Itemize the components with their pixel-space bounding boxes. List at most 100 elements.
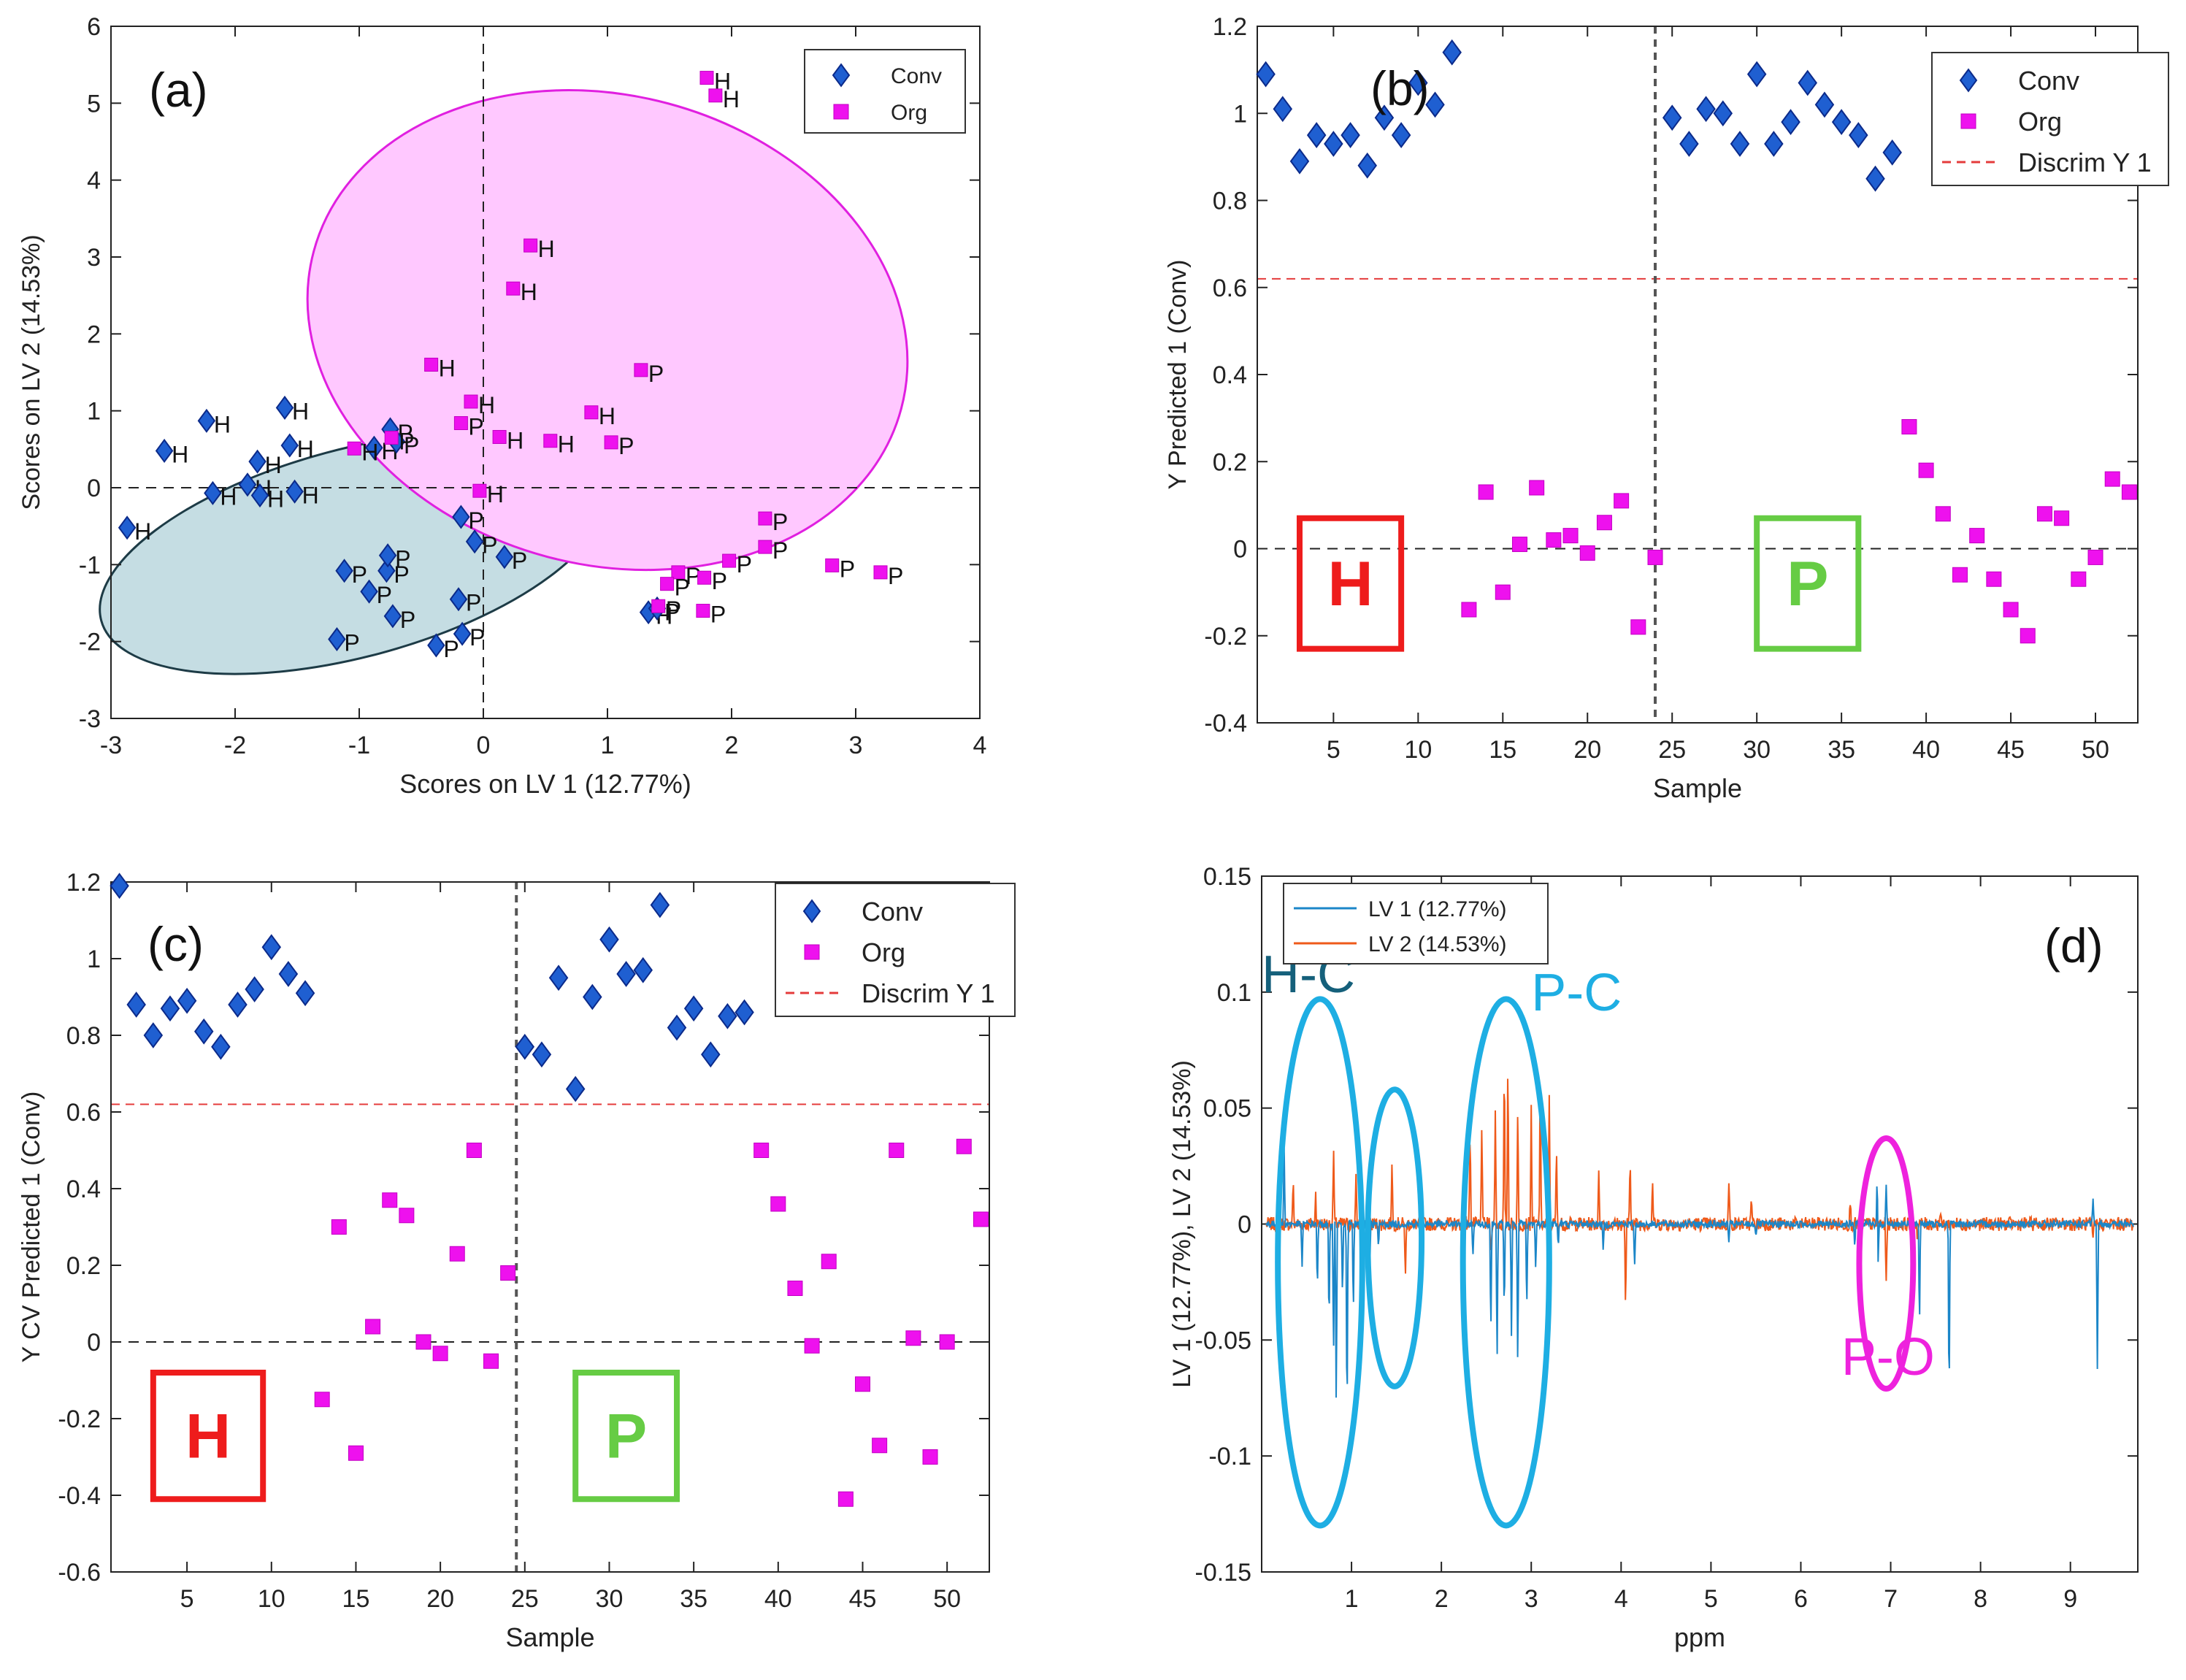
region-label: P-C	[1531, 964, 1622, 1022]
x-tick-label: 0	[477, 732, 491, 759]
plot-area	[110, 881, 990, 1573]
x-tick-label: 20	[1573, 736, 1601, 764]
conv-point	[1442, 39, 1462, 66]
group-box-h	[150, 1370, 266, 1503]
legend-label: LV 1 (12.77%)	[1368, 897, 1507, 921]
y-tick-label: -0.4	[1204, 710, 1247, 737]
x-tick-label: 25	[1658, 736, 1686, 764]
org-point	[699, 71, 714, 85]
conv-point	[1425, 91, 1445, 118]
point-label: P	[512, 548, 527, 574]
x-tick-label: 1	[601, 732, 615, 759]
y-tick-label: 0.1	[1217, 979, 1251, 1007]
y-tick-label: 0.6	[66, 1099, 101, 1127]
x-tick-label: 50	[2082, 736, 2109, 764]
x-axis-label: Scores on LV 1 (12.77%)	[399, 769, 691, 799]
org-point	[753, 1143, 770, 1158]
conv-point	[204, 480, 222, 505]
org-point	[1630, 619, 1646, 635]
legend-label: LV 2 (14.53%)	[1368, 932, 1507, 956]
conv-point	[427, 633, 445, 658]
conv-point	[197, 408, 216, 433]
x-tick-label: 2	[725, 732, 739, 759]
x-tick-label: 40	[764, 1585, 792, 1613]
conv-point	[250, 483, 269, 508]
y-axis-label: Y Predicted 1 (Conv)	[1164, 260, 1192, 490]
y-tick-label: 0.4	[66, 1175, 101, 1203]
y-axis-label: LV 1 (12.77%), LV 2 (14.53%)	[1168, 1060, 1196, 1388]
conv-point	[1374, 104, 1395, 131]
conv-point	[701, 1041, 721, 1068]
legend-label: Discrim Y 1	[862, 978, 995, 1008]
org-point	[1461, 602, 1477, 618]
y-tick-label: -0.2	[58, 1405, 101, 1433]
org-ellipse	[306, 89, 909, 572]
panel-label: (c)	[147, 917, 204, 971]
y-tick-label: 0	[1238, 1211, 1251, 1239]
org-point	[2054, 510, 2070, 526]
org-point	[331, 1219, 347, 1235]
conv-point	[160, 995, 180, 1022]
legend-label: Conv	[2018, 66, 2079, 96]
point-label: P	[888, 563, 903, 589]
org-point	[1918, 462, 1934, 478]
conv-point	[735, 999, 754, 1026]
conv-point	[548, 964, 569, 991]
legend-box	[804, 49, 966, 134]
org-point	[956, 1138, 972, 1154]
y-tick-label: 0	[87, 475, 101, 502]
x-tick-label: 8	[1974, 1585, 1987, 1613]
org-point	[804, 1338, 820, 1354]
hc-ellipse-2	[1365, 1086, 1425, 1389]
x-tick-label: 4	[973, 732, 987, 759]
org-point	[604, 435, 618, 450]
org-point	[1546, 532, 1562, 548]
y-tick-label: 0.15	[1203, 863, 1251, 891]
conv-point	[650, 891, 670, 918]
org-point	[758, 511, 772, 526]
org-point	[1647, 549, 1663, 565]
conv-point	[1764, 131, 1784, 157]
conv-point	[667, 1014, 687, 1041]
point-label: H	[214, 411, 231, 437]
legend-label: Org	[891, 101, 927, 125]
conv-point	[452, 505, 470, 529]
y-tick-label: 1	[1233, 100, 1247, 128]
org-point	[889, 1143, 905, 1158]
org-point	[1969, 528, 1985, 544]
y-tick-label: 0.8	[66, 1022, 101, 1050]
point-label: P	[840, 556, 855, 582]
org-point	[821, 1254, 837, 1270]
conv-point	[1679, 131, 1699, 157]
point-label: P	[400, 607, 415, 633]
org-point	[365, 1319, 381, 1335]
org-point	[472, 483, 487, 498]
x-tick-label: 10	[1404, 736, 1432, 764]
org-point	[973, 1211, 989, 1227]
x-tick-label: 5	[1704, 1585, 1718, 1613]
org-point	[2036, 506, 2052, 522]
org-point	[382, 1192, 398, 1208]
org-point	[2003, 602, 2019, 618]
y-tick-label: 0.2	[1213, 448, 1247, 476]
conv-point	[280, 433, 299, 458]
org-point	[449, 1246, 465, 1262]
org-point	[584, 405, 599, 420]
x-axis-label: Sample	[505, 1622, 594, 1652]
conv-point	[1713, 100, 1733, 127]
y-axis-label: Y CV Predicted 1 (Conv)	[18, 1092, 45, 1363]
conv-point	[1730, 131, 1750, 157]
conv-point	[245, 976, 264, 1002]
org-point	[348, 1445, 364, 1461]
org-point	[1529, 480, 1545, 496]
group-box-label: P	[605, 1402, 647, 1472]
conv-point	[155, 438, 174, 463]
panel-label: (b)	[1370, 61, 1430, 115]
series-lv1-line	[1265, 1148, 2134, 1398]
org-point	[1478, 484, 1494, 500]
point-label: P	[399, 429, 414, 455]
y-tick-label: 1	[87, 946, 101, 973]
point-label: P	[664, 599, 680, 625]
legend-label: Org	[2018, 107, 2062, 137]
